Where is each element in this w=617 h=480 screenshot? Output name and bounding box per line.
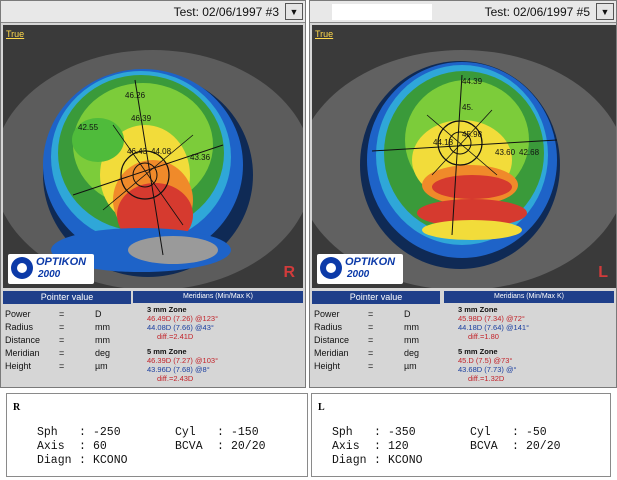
bcva-value: 20/20	[526, 440, 561, 453]
left-topography-map[interactable]: True 44.39 45. 45.98 44.18 43.60 42.68 L…	[312, 25, 616, 288]
right-eye-panel: Test: 02/06/1997 #3 ▼	[0, 0, 306, 388]
chevron-down-icon: ▼	[600, 6, 610, 17]
bcva-label: BCVA	[175, 440, 203, 453]
pointer-row: Height = µm	[5, 360, 108, 371]
right-true-label: True	[6, 29, 25, 39]
pointer-row: Meridian = deg	[5, 347, 111, 358]
zone-5mm: 5 mm Zone 45.D (7.5) @73° 43.68D (7.73) …	[458, 347, 517, 383]
cyl-sep: :	[512, 426, 519, 439]
left-title-field[interactable]	[332, 4, 432, 20]
diagn-sep: :	[374, 454, 381, 467]
pointer-row: Radius = mm	[314, 321, 419, 332]
pointer-row: Radius = mm	[5, 321, 110, 332]
sph-sep: :	[79, 426, 86, 439]
logo-brand: OPTIKON	[345, 256, 396, 268]
left-true-label: True	[315, 29, 334, 39]
diagn-label: Diagn	[332, 454, 367, 467]
map-value: 42.68	[519, 148, 540, 157]
map-value: 46.43	[127, 147, 148, 156]
pointer-row: Distance = mm	[314, 334, 419, 345]
right-test-dropdown-button[interactable]: ▼	[285, 3, 303, 20]
right-test-title: Test: 02/06/1997 #3	[173, 5, 279, 19]
bcva-label: BCVA	[470, 440, 498, 453]
zone-5mm: 5 mm Zone 46.39D (7.27) @103° 43.96D (7.…	[147, 347, 219, 383]
map-value: 44.08	[151, 147, 172, 156]
left-titlebar: Test: 02/06/1997 #5 ▼	[310, 1, 616, 23]
sph-sep: :	[374, 426, 381, 439]
axis-label: Axis	[332, 440, 360, 453]
rx-side-label: L	[318, 402, 325, 413]
right-topography-map[interactable]: True 46.26 42.55 46.39 46.43 44.08 43.36…	[3, 25, 303, 288]
rx-side-label: R	[13, 402, 21, 413]
cyl-label: Cyl	[470, 426, 491, 439]
chevron-down-icon: ▼	[289, 6, 299, 17]
axis-value: 120	[388, 440, 409, 453]
cyl-sep: :	[217, 426, 224, 439]
pointer-value-header: Pointer value	[3, 291, 131, 304]
sph-value: -350	[388, 426, 416, 439]
pointer-value-table: Power = D Radius = mm Distance = mm Meridian = d…	[314, 307, 454, 372]
pointer-row: Height = µm	[314, 360, 417, 371]
meridians-header: Meridians (Min/Max K)	[133, 291, 303, 303]
map-value: 43.60	[495, 148, 516, 157]
bcva-sep: :	[512, 440, 519, 453]
pointer-row: Power = D	[314, 308, 411, 319]
optikon-logo: OPTIKON 2000	[317, 254, 403, 284]
axis-value: 60	[93, 440, 107, 453]
meridians-header: Meridians (Min/Max K)	[444, 291, 614, 303]
zone-3mm: 3 mm Zone 45.98D (7.34) @72° 44.18D (7.6…	[458, 305, 530, 341]
logo-year: 2000	[347, 269, 370, 280]
bcva-sep: :	[217, 440, 224, 453]
diagn-value: KCONO	[388, 454, 423, 467]
sph-label: Sph	[332, 426, 353, 439]
left-eye-panel: Test: 02/06/1997 #5 ▼	[309, 0, 617, 388]
optikon-logo: OPTIKON 2000	[8, 254, 94, 284]
left-map-graphic	[312, 25, 616, 288]
map-value: 44.39	[462, 77, 483, 86]
map-value: 45.	[462, 103, 474, 112]
map-value: 45.98	[462, 130, 483, 139]
cyl-value: -50	[526, 426, 547, 439]
sph-label: Sph	[37, 426, 58, 439]
map-value: 44.18	[433, 138, 454, 147]
map-value: 43.36	[190, 153, 211, 162]
zone-3mm: 3 mm Zone 46.49D (7.26) @123° 44.08D (7.…	[147, 305, 219, 341]
right-map-graphic	[3, 25, 303, 288]
pointer-value-header: Pointer value	[312, 291, 440, 304]
left-test-dropdown-button[interactable]: ▼	[596, 3, 614, 20]
right-titlebar: Test: 02/06/1997 #3 ▼	[1, 1, 305, 23]
map-value: 42.55	[78, 123, 99, 132]
sph-value: -250	[93, 426, 121, 439]
left-test-title: Test: 02/06/1997 #5	[484, 5, 590, 19]
diagn-value: KCONO	[93, 454, 128, 467]
diagn-sep: :	[79, 454, 86, 467]
pointer-row: Distance = mm	[5, 334, 110, 345]
rx-box-right: R Sph : -250 Cyl : -150 Axis : 60 BCVA :…	[6, 393, 308, 477]
map-value: 46.39	[131, 114, 152, 123]
axis-sep: :	[79, 440, 86, 453]
cyl-value: -150	[231, 426, 259, 439]
axis-label: Axis	[37, 440, 65, 453]
diagn-label: Diagn	[37, 454, 72, 467]
bcva-value: 20/20	[231, 440, 266, 453]
map-value: 46.26	[125, 91, 146, 100]
right-eye-letter: R	[283, 264, 295, 281]
pointer-value-table: Power = D Radius = mm Distance = mm Meridian = d…	[5, 307, 145, 372]
pointer-row: Meridian = deg	[314, 347, 420, 358]
logo-year: 2000	[38, 269, 61, 280]
cyl-label: Cyl	[175, 426, 196, 439]
optikon-logo-icon	[11, 257, 33, 279]
logo-brand: OPTIKON	[36, 256, 87, 268]
left-eye-letter: L	[598, 264, 608, 281]
axis-sep: :	[374, 440, 381, 453]
rx-box-left: L Sph : -350 Cyl : -50 Axis : 120 BCVA :…	[311, 393, 611, 477]
pointer-row: Power = D	[5, 308, 102, 319]
optikon-logo-icon	[320, 257, 342, 279]
